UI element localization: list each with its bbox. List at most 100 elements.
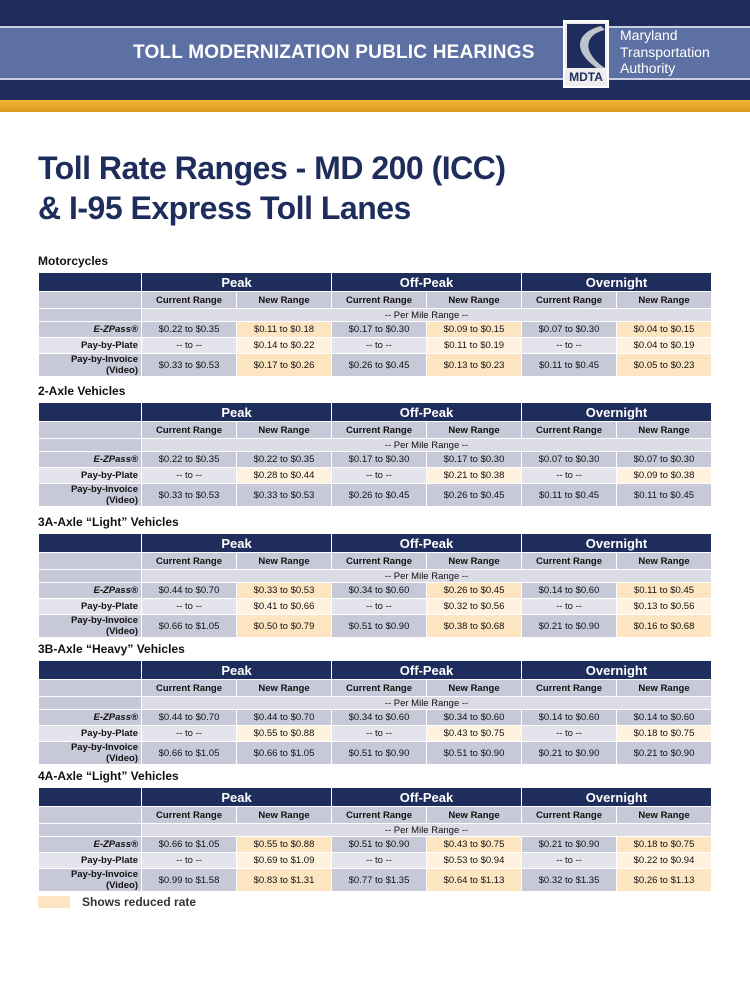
row-label: Pay-by-Plate xyxy=(38,337,142,354)
table-row: Pay-by-Invoice (Video) $0.33 to $0.53 $0.3… xyxy=(38,483,712,507)
section-title: 2-Axle Vehicles xyxy=(38,384,126,398)
blank-cell xyxy=(38,308,142,322)
table-row: E-ZPass® $0.22 to $0.35 $0.22 to $0.35 $0.1… xyxy=(38,451,712,468)
row-label: Pay-by-Plate xyxy=(38,598,142,615)
rate-cell: $0.32 to $0.56 xyxy=(426,598,522,615)
vehicle-section: 3A-Axle “Light” Vehicles Peak Off-Peak Ove… xyxy=(38,515,712,638)
rate-cell: -- to -- xyxy=(331,725,427,742)
rate-cell: $0.09 to $0.15 xyxy=(426,321,522,338)
rate-cell: $0.17 to $0.30 xyxy=(331,321,427,338)
rate-cell: $0.55 to $0.88 xyxy=(236,725,332,742)
per-mile-label: -- Per Mile Range -- xyxy=(141,823,712,837)
rate-cell: $0.13 to $0.23 xyxy=(426,353,522,377)
rate-cell: $0.34 to $0.60 xyxy=(331,582,427,599)
rate-cell: $0.66 to $1.05 xyxy=(141,614,237,638)
org-name: Maryland Transportation Authority xyxy=(620,27,710,77)
rate-cell: $0.51 to $0.90 xyxy=(331,836,427,853)
rate-cell: $0.18 to $0.75 xyxy=(616,836,712,853)
table-row: Pay-by-Plate -- to -- $0.69 to $1.09 -- to … xyxy=(38,852,712,869)
rate-cell: $0.22 to $0.35 xyxy=(141,451,237,468)
period-header: Peak xyxy=(141,402,332,422)
rate-cell: $0.33 to $0.53 xyxy=(236,483,332,507)
period-header: Off-Peak xyxy=(331,272,522,292)
blank-cell xyxy=(38,679,142,697)
page-title-line: Toll Rate Ranges - MD 200 (ICC) xyxy=(38,150,506,186)
rate-cell: $0.22 to $0.35 xyxy=(236,451,332,468)
rate-cell: $0.33 to $0.53 xyxy=(141,353,237,377)
rate-cell: -- to -- xyxy=(141,852,237,869)
blank-cell xyxy=(38,552,142,570)
column-header: New Range xyxy=(426,552,522,570)
rate-cell: -- to -- xyxy=(331,598,427,615)
rate-cell: $0.33 to $0.53 xyxy=(141,483,237,507)
per-mile-label: -- Per Mile Range -- xyxy=(141,438,712,452)
column-header: Current Range xyxy=(521,291,617,309)
row-label: Pay-by-Invoice (Video) xyxy=(38,741,142,765)
mdta-logo: MDTA xyxy=(563,20,609,88)
gold-stripe xyxy=(0,100,750,112)
rate-cell: $0.04 to $0.19 xyxy=(616,337,712,354)
per-mile-label: -- Per Mile Range -- xyxy=(141,696,712,710)
rate-cell: $0.83 to $1.31 xyxy=(236,868,332,892)
rate-cell: $0.21 to $0.90 xyxy=(616,741,712,765)
rate-cell: $0.33 to $0.53 xyxy=(236,582,332,599)
rate-cell: $0.66 to $1.05 xyxy=(236,741,332,765)
row-label: E-ZPass® xyxy=(38,451,142,468)
rate-cell: $0.11 to $0.45 xyxy=(521,483,617,507)
column-header: Current Range xyxy=(331,806,427,824)
rate-cell: $0.11 to $0.45 xyxy=(616,582,712,599)
rate-cell: $0.50 to $0.79 xyxy=(236,614,332,638)
rate-cell: $0.51 to $0.90 xyxy=(426,741,522,765)
section-title: 4A-Axle “Light” Vehicles xyxy=(38,769,179,783)
org-name-line: Transportation xyxy=(620,43,710,60)
table-row: Pay-by-Plate -- to -- $0.28 to $0.44 -- to … xyxy=(38,467,712,484)
column-header: New Range xyxy=(426,806,522,824)
page-title-line: & I-95 Express Toll Lanes xyxy=(38,190,411,226)
toll-rate-table: Peak Off-Peak Overnight Current Range New Ra… xyxy=(38,787,712,892)
rate-cell: $0.34 to $0.60 xyxy=(331,709,427,726)
blank-cell xyxy=(38,660,142,680)
rate-cell: -- to -- xyxy=(331,337,427,354)
row-label: Pay-by-Invoice (Video) xyxy=(38,614,142,638)
period-header: Peak xyxy=(141,787,332,807)
rate-cell: $0.44 to $0.70 xyxy=(141,709,237,726)
rate-cell: $0.69 to $1.09 xyxy=(236,852,332,869)
row-label: Pay-by-Plate xyxy=(38,852,142,869)
rate-cell: $0.26 to $1.13 xyxy=(616,868,712,892)
rate-cell: $0.66 to $1.05 xyxy=(141,741,237,765)
column-header: Current Range xyxy=(141,679,237,697)
rate-cell: $0.41 to $0.66 xyxy=(236,598,332,615)
org-name-line: Authority xyxy=(620,60,676,76)
rate-cell: $0.17 to $0.26 xyxy=(236,353,332,377)
column-header: Current Range xyxy=(521,421,617,439)
blank-cell xyxy=(38,823,142,837)
row-label: E-ZPass® xyxy=(38,582,142,599)
blank-cell xyxy=(38,696,142,710)
rate-cell: $0.14 to $0.60 xyxy=(521,582,617,599)
column-header: Current Range xyxy=(331,552,427,570)
column-header: Current Range xyxy=(521,806,617,824)
rate-cell: $0.14 to $0.60 xyxy=(521,709,617,726)
column-header: New Range xyxy=(236,291,332,309)
column-header: New Range xyxy=(616,806,712,824)
rate-cell: -- to -- xyxy=(521,852,617,869)
rate-cell: -- to -- xyxy=(521,467,617,484)
column-header: New Range xyxy=(616,552,712,570)
row-label: Pay-by-Invoice (Video) xyxy=(38,353,142,377)
title-band: TOLL MODERNIZATION PUBLIC HEARINGS xyxy=(0,26,750,80)
column-header: New Range xyxy=(426,421,522,439)
column-header: New Range xyxy=(426,679,522,697)
column-header: New Range xyxy=(616,291,712,309)
rate-cell: $0.28 to $0.44 xyxy=(236,467,332,484)
column-header: New Range xyxy=(236,421,332,439)
org-name-line: Maryland xyxy=(620,27,678,43)
column-header: Current Range xyxy=(141,421,237,439)
header-banner: TOLL MODERNIZATION PUBLIC HEARINGS MDTA … xyxy=(0,0,750,112)
rate-cell: -- to -- xyxy=(331,852,427,869)
column-header: Current Range xyxy=(141,806,237,824)
period-header: Off-Peak xyxy=(331,402,522,422)
rate-cell: $0.44 to $0.70 xyxy=(236,709,332,726)
rate-cell: $0.17 to $0.30 xyxy=(426,451,522,468)
table-row: E-ZPass® $0.22 to $0.35 $0.11 to $0.18 $0.1… xyxy=(38,321,712,338)
rate-cell: $0.26 to $0.45 xyxy=(331,353,427,377)
